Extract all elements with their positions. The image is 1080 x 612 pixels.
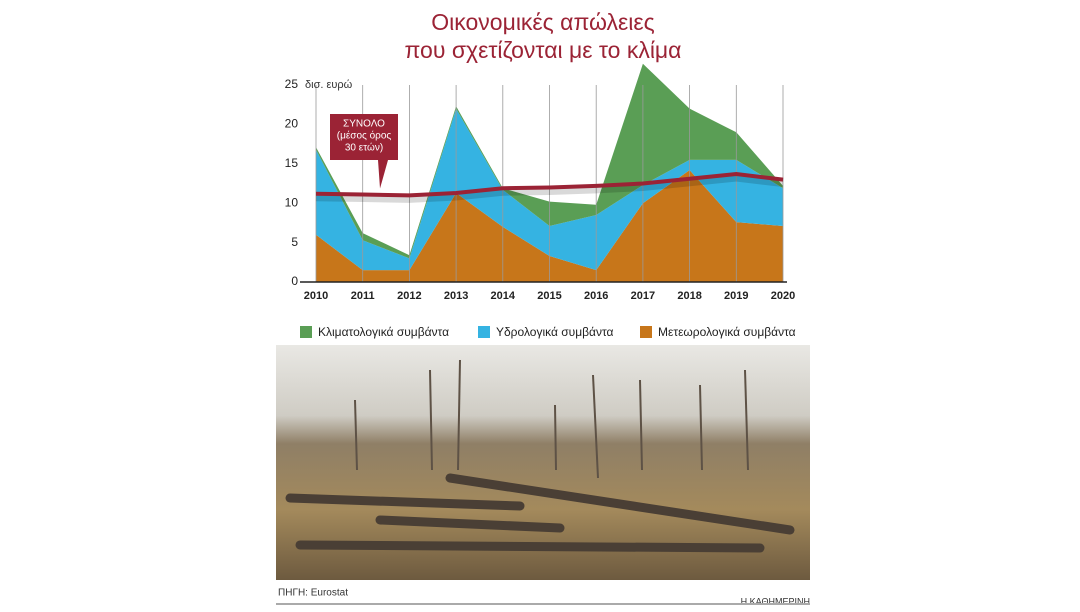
y-tick-label: 20 — [285, 117, 299, 131]
line — [315, 172, 784, 198]
legend-label: Μετεωρολογικά συμβάντα — [658, 325, 796, 339]
publisher: Η ΚΑΘΗΜΕΡΙΝΗ — [741, 596, 810, 606]
legend-swatch — [478, 326, 490, 338]
y-tick-label: 5 — [291, 235, 298, 249]
title: Οικονομικές απώλειες που σχετίζονται με … — [405, 9, 682, 63]
title-line: Οικονομικές απώλειες — [431, 9, 654, 35]
source: ΠΗΓΗ: Eurostat — [278, 588, 348, 599]
x-tick-label: 2020 — [771, 290, 795, 302]
legend-swatch — [640, 326, 652, 338]
legend-label: Κλιματολογικά συμβάντα — [318, 325, 449, 339]
callout-text: ΣΥΝΟΛΟ — [343, 119, 385, 130]
x-tick-label: 2018 — [677, 290, 701, 302]
y-tick-label: 0 — [291, 274, 298, 288]
y-tick-label: 15 — [285, 156, 299, 170]
plot: 2010 2011 2012 2013 2014 2015 2016 2017 2018 2019… — [285, 63, 796, 339]
x-tick-label: 2010 — [304, 290, 328, 302]
area — [316, 108, 783, 271]
x-tick-label: 2011 — [351, 290, 375, 302]
callout-text: 30 ετών) — [345, 142, 383, 154]
x-tick-label: 2015 — [537, 290, 561, 302]
y-tick-label: 25 — [285, 77, 299, 91]
x-tick-label: 2014 — [491, 290, 516, 302]
x-tick-label: 2013 — [444, 290, 468, 302]
x-tick-label: 2016 — [584, 290, 608, 302]
line-shadow — [315, 172, 784, 203]
area — [316, 170, 783, 282]
callout — [330, 114, 398, 189]
x-tick-label: 2019 — [724, 290, 748, 302]
y-unit: δισ. ευρώ — [305, 79, 353, 91]
title-line: που σχετίζονται με το κλίμα — [405, 37, 682, 63]
legend-swatch — [300, 326, 312, 338]
y-tick-label: 10 — [285, 195, 299, 209]
area — [316, 63, 783, 259]
x-tick-label: 2017 — [631, 290, 655, 302]
x-tick-label: 2012 — [397, 290, 421, 302]
photo — [276, 345, 810, 580]
callout-text: (μέσος όρος — [337, 130, 392, 142]
legend-label: Υδρολογικά συμβάντα — [496, 325, 614, 339]
